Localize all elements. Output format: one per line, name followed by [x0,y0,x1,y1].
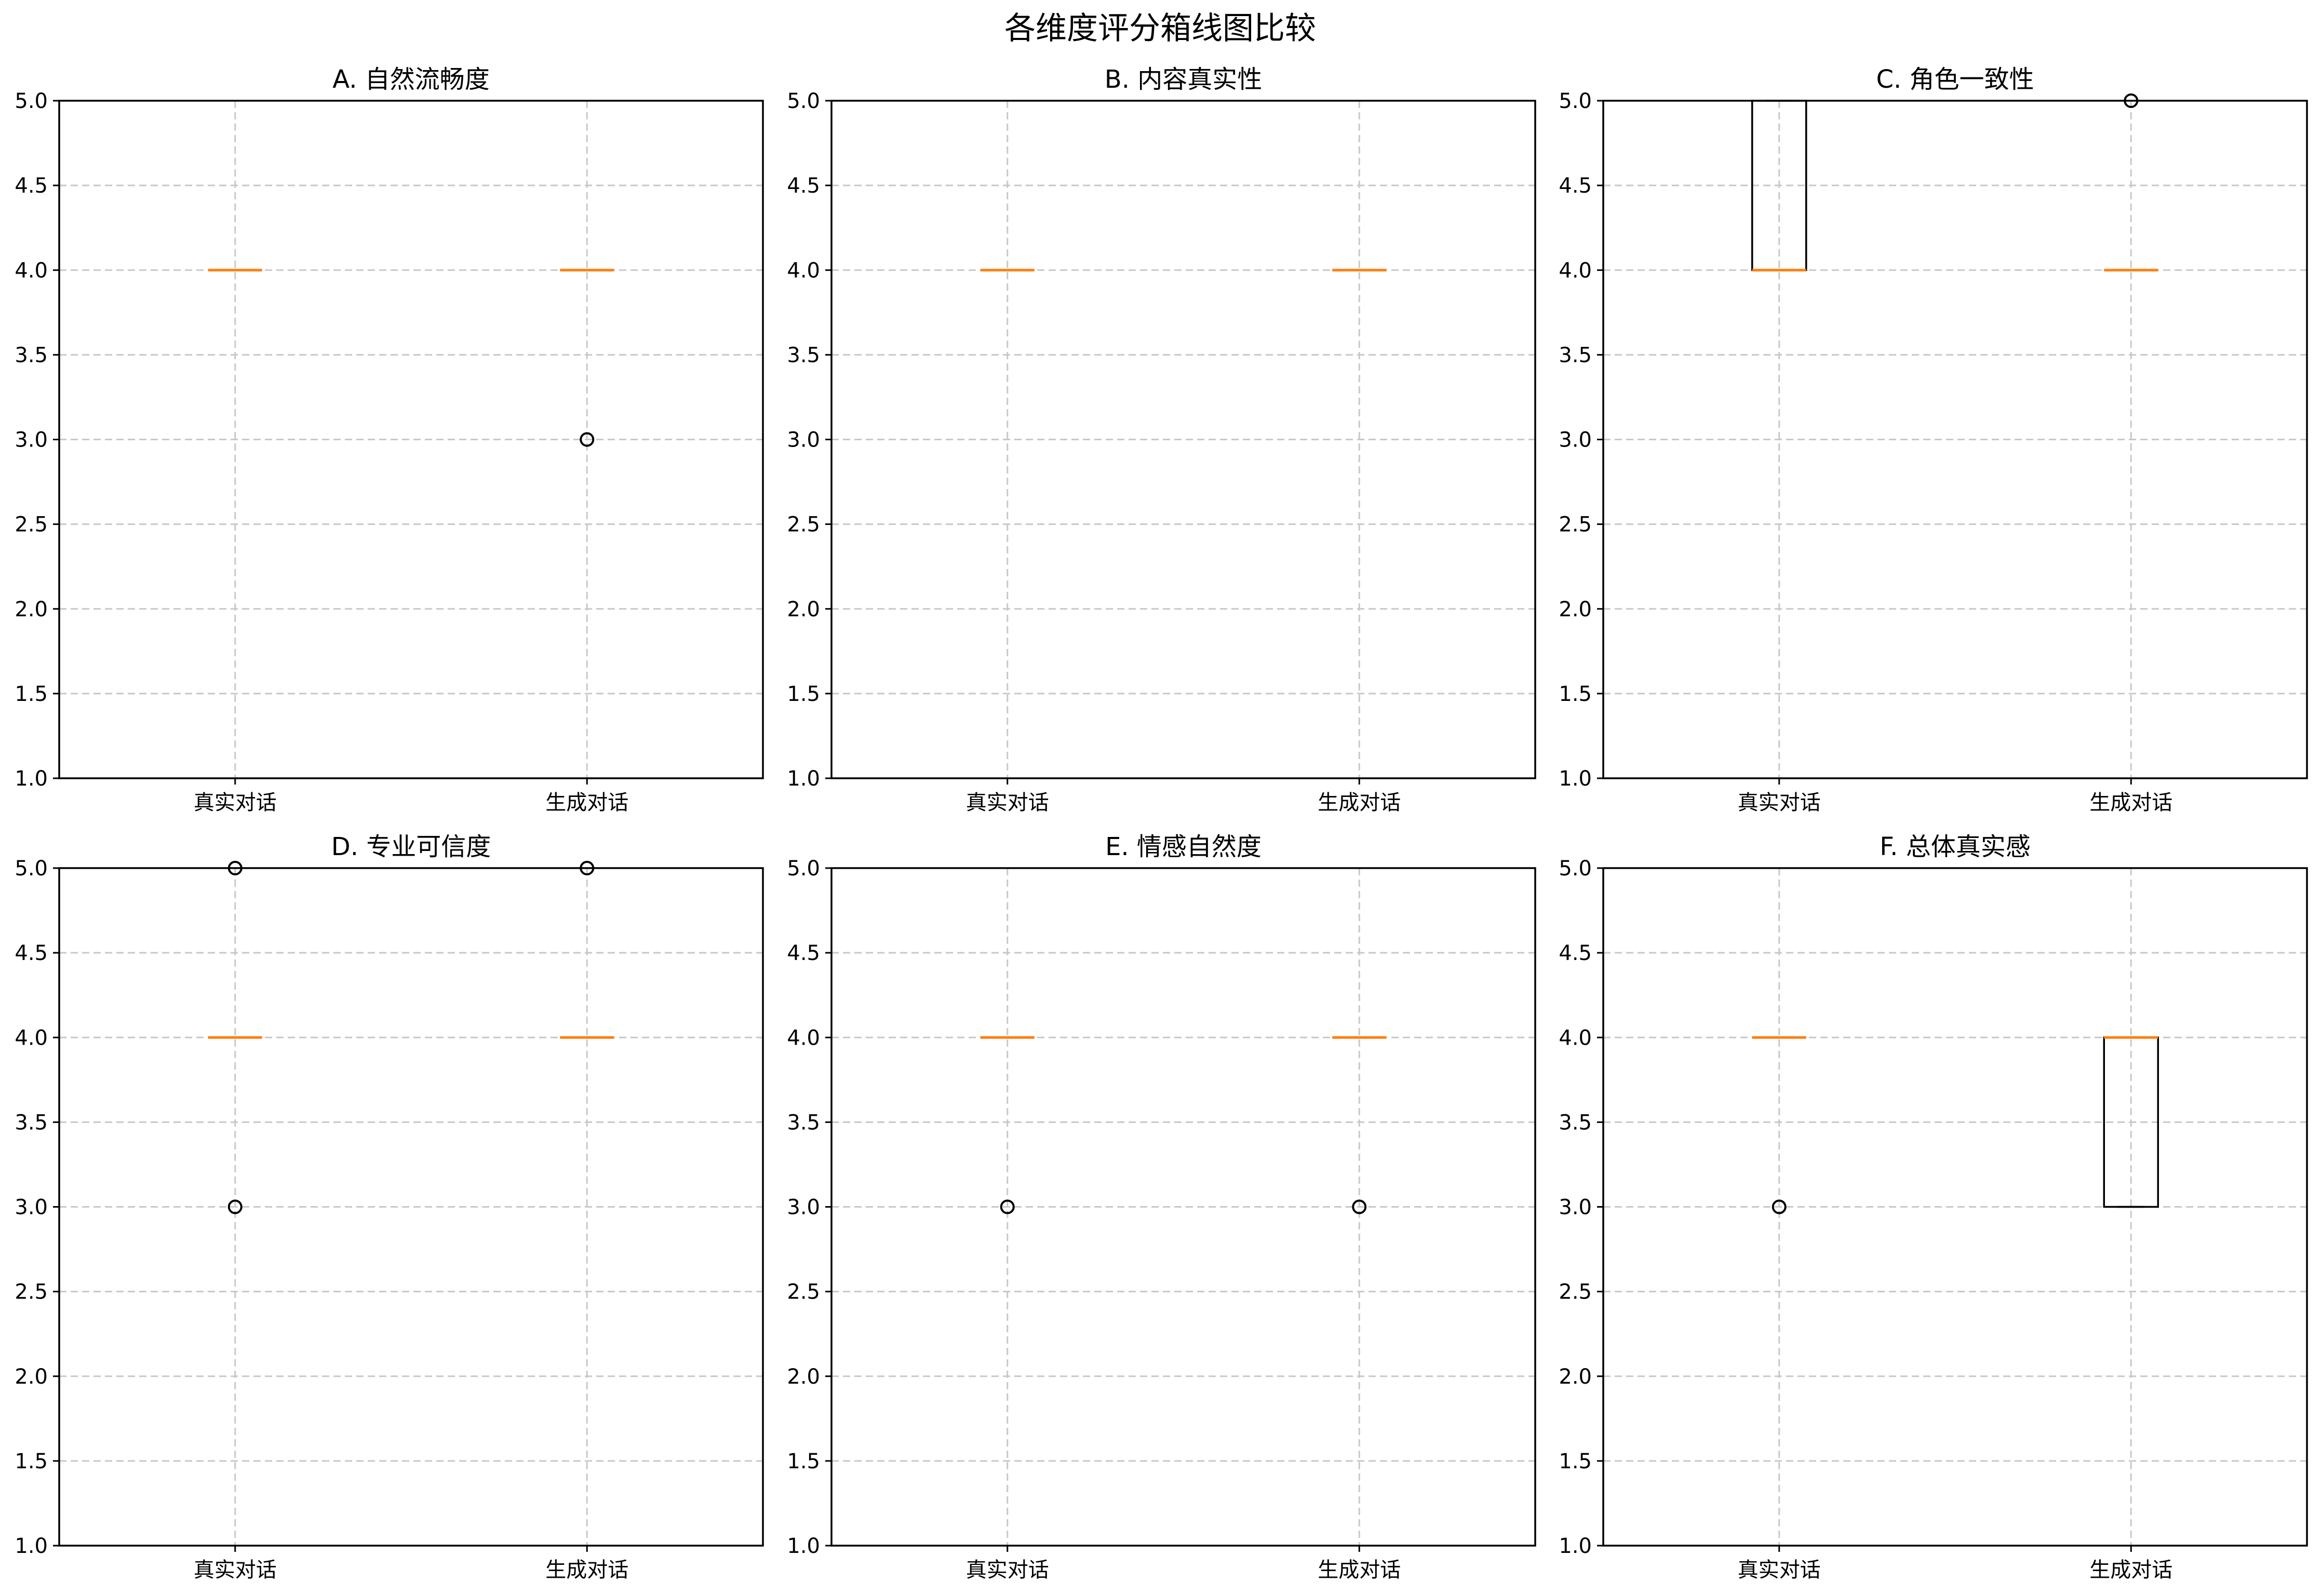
y-tick-label: 3.5 [1559,1111,1592,1134]
subplot-grid: A. 自然流畅度1.01.52.02.53.03.54.04.55.0真实对话生… [15,65,2308,1582]
x-tick-label: 生成对话 [2089,791,2172,815]
y-tick-label: 1.0 [787,1534,820,1558]
y-tick-label: 2.5 [15,513,48,537]
x-tick-label: 生成对话 [545,1558,628,1582]
subplot-c: C. 角色一致性 1.0 1.5 2.0 2.5 3.0 3.5 4.0 4.5 5.0 真实对话 生… [1559,65,2308,815]
subplot-d: D. 专业可信度 1.0 1.5 2.0 2.5 3.0 3.5 4.0 4.5 5.0 真实对话 生… [15,832,764,1582]
y-tick-label: 3.5 [15,343,48,367]
box-series-2 [560,861,614,1039]
plot-frame [1602,867,2308,1547]
x-tick-label: 真实对话 [194,1558,277,1582]
x-tick-label: 生成对话 [1318,1558,1401,1582]
x-tick-label: 真实对话 [1738,791,1821,815]
outlier-point [1352,1199,1367,1214]
y-tick-label: 3.5 [787,1111,820,1134]
y-tick-label: 4.5 [1559,941,1592,965]
y-tick-label: 5.0 [15,89,48,113]
box-series-2 [1332,1036,1387,1214]
x-tick-label: 生成对话 [2089,1558,2172,1582]
subplot-e: E. 情感自然度 1.0 1.5 2.0 2.5 3.0 3.5 4.0 4.5 5.0 真实对话 生… [787,832,1536,1582]
y-tick-label: 1.0 [1559,767,1592,791]
y-tick-label: 3.5 [15,1111,48,1134]
x-tick-label: 真实对话 [194,791,277,815]
y-tick-label: 3.0 [1559,428,1592,452]
subplot-a: A. 自然流畅度 1.0 1.5 2.0 2.5 3.0 3.5 4.0 4.5 5.0 真实对话 生… [15,65,764,815]
y-tick-label: 1.0 [15,767,48,791]
x-tick-label: 真实对话 [966,791,1049,815]
subplot-f: F. 总体真实感 1.0 1.5 2.0 2.5 3.0 3.5 4.0 4.5 5.0 真实对话 生… [1559,832,2308,1582]
y-tick-label: 2.5 [1559,513,1592,537]
outlier-point [227,1199,243,1214]
plot-frame [830,100,1536,779]
subplot-title: E. 情感自然度 [1105,832,1262,861]
y-tick-label: 1.5 [15,1450,48,1473]
y-tick-label: 3.5 [1559,343,1592,367]
x-tick-label: 真实对话 [1738,1558,1821,1582]
figure-title: 各维度评分箱线图比较 [1004,10,1316,47]
y-tick-label: 2.0 [15,1365,48,1389]
y-tick-label: 2.0 [1559,1365,1592,1389]
y-tick-label: 1.5 [1559,682,1592,706]
x-tick-label: 生成对话 [545,791,628,815]
y-tick-label: 4.5 [787,941,820,965]
y-tick-label: 2.0 [787,1365,820,1389]
y-tick-label: 3.0 [15,428,48,452]
outlier-point [1000,1199,1015,1214]
y-tick-label: 2.5 [1559,1280,1592,1304]
y-tick-label: 3.0 [15,1196,48,1220]
y-tick-label: 1.5 [1559,1450,1592,1473]
y-tick-label: 4.0 [15,1026,48,1050]
y-tick-label: 2.0 [787,598,820,621]
subplot-title: D. 专业可信度 [331,832,491,861]
outlier-point [580,432,595,447]
outlier-point [1772,1199,1787,1214]
y-tick-label: 4.0 [787,1026,820,1050]
y-tick-label: 4.0 [1559,259,1592,282]
plot-frame [1602,100,2308,779]
y-tick-label: 1.0 [15,1534,48,1558]
plot-frame [58,100,764,779]
y-tick-label: 4.5 [15,174,48,198]
y-tick-label: 2.0 [1559,598,1592,621]
y-tick-label: 3.0 [787,1196,820,1220]
subplot-title: F. 总体真实感 [1880,832,2030,861]
y-tick-label: 4.0 [787,259,820,282]
y-tick-label: 5.0 [787,89,820,113]
y-tick-label: 1.5 [787,682,820,706]
y-tick-label: 4.0 [1559,1026,1592,1050]
y-tick-label: 5.0 [15,857,48,881]
y-tick-label: 1.5 [15,682,48,706]
subplot-title: A. 自然流畅度 [332,65,490,94]
y-tick-label: 2.5 [15,1280,48,1304]
x-tick-label: 真实对话 [966,1558,1049,1582]
box-series-2 [2103,1036,2159,1208]
subplot-title: B. 内容真实性 [1105,65,1262,94]
box-series-2 [560,268,614,447]
plot-frame [830,867,1536,1547]
plot-frame [58,867,764,1547]
x-tick-label: 生成对话 [1318,791,1401,815]
y-tick-label: 1.0 [787,767,820,791]
y-tick-label: 5.0 [787,857,820,881]
y-tick-label: 3.0 [787,428,820,452]
y-tick-label: 2.0 [15,598,48,621]
y-tick-label: 1.0 [1559,1534,1592,1558]
y-tick-label: 3.0 [1559,1196,1592,1220]
subplot-title: C. 角色一致性 [1876,65,2034,94]
y-tick-label: 5.0 [1559,857,1592,881]
y-tick-label: 4.0 [15,259,48,282]
box-series-1 [1752,1036,1806,1214]
y-tick-label: 2.5 [787,1280,820,1304]
y-tick-label: 2.5 [787,513,820,537]
box-series-1 [980,1036,1035,1214]
y-tick-label: 3.5 [787,343,820,367]
subplot-b: B. 内容真实性 1.0 1.5 2.0 2.5 3.0 3.5 4.0 4.5 5.0 真实对话 生… [787,65,1536,815]
y-tick-label: 5.0 [1559,89,1592,113]
y-tick-label: 1.5 [787,1450,820,1473]
y-tick-label: 4.5 [15,941,48,965]
y-tick-label: 4.5 [1559,174,1592,198]
y-tick-label: 4.5 [787,174,820,198]
